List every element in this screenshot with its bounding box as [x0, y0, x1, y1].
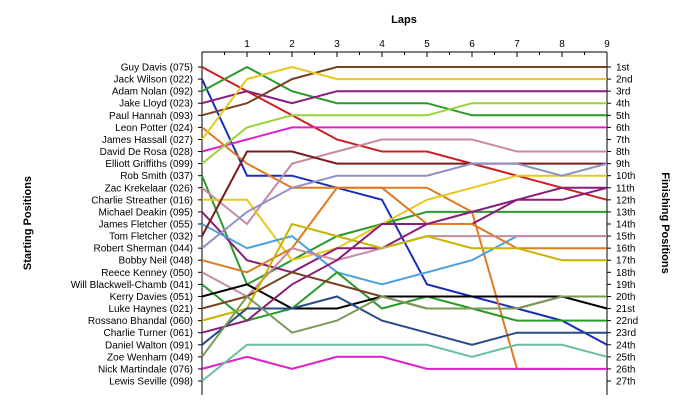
finishing-position-label: 1st — [616, 63, 630, 74]
starting-position-label: Leon Potter (024) — [115, 123, 193, 134]
finishing-position-label: 11th — [616, 183, 635, 194]
finishing-position-label: 18th — [616, 268, 635, 279]
series-line — [201, 66, 607, 117]
starting-position-label: Bobby Neil (048) — [119, 256, 193, 267]
lap-tick-label: 9 — [604, 39, 610, 50]
series-line — [201, 65, 607, 141]
finishing-position-label: 7th — [616, 135, 630, 146]
series-layer — [201, 65, 608, 382]
finishing-position-label: 4th — [616, 99, 630, 110]
series-line — [201, 102, 607, 165]
series-line — [202, 174, 607, 262]
starting-position-label: Lewis Seville (098) — [109, 377, 193, 388]
finishing-position-label: 17th — [616, 256, 635, 267]
series-line — [201, 355, 607, 370]
starting-position-label: Adam Nolan (092) — [112, 87, 193, 98]
finishing-position-label: 13th — [616, 207, 635, 218]
starting-position-labels: Guy Davis (075)Jack Wilson (022)Adam Nol… — [71, 63, 193, 388]
finishing-position-label: 2nd — [616, 75, 633, 86]
starting-position-label: James Hassall (027) — [102, 135, 193, 146]
finishing-position-label: 19th — [616, 280, 635, 291]
starting-position-label: Guy Davis (075) — [121, 63, 193, 74]
chart-title: Laps — [391, 14, 417, 26]
series-line — [201, 90, 607, 105]
finishing-position-label: 24th — [616, 340, 635, 351]
finishing-position-label: 21st — [616, 304, 635, 315]
starting-position-label: Charlie Turner (061) — [104, 328, 193, 339]
series-line — [201, 222, 607, 322]
series-line — [201, 66, 608, 201]
starting-position-label: Elliott Griffiths (099) — [105, 159, 193, 170]
finishing-position-label: 16th — [616, 244, 635, 255]
series-line — [201, 295, 607, 358]
finishing-position-label: 5th — [616, 111, 630, 122]
finishing-position-label: 27th — [616, 377, 635, 388]
finishing-position-label: 6th — [616, 123, 630, 134]
starting-position-label: Jake Lloyd (023) — [119, 99, 193, 110]
series-line — [201, 283, 608, 310]
starting-position-label: Rossano Bhandal (060) — [88, 316, 193, 327]
series-line — [201, 162, 608, 249]
finishing-position-label: 26th — [616, 364, 635, 375]
lap-tick-label: 5 — [424, 39, 430, 50]
lap-tick-labels: 1 2 3 4 5 6 7 8 9 — [224, 39, 610, 57]
starting-position-label: James Fletcher (055) — [99, 220, 193, 231]
series-line — [201, 65, 607, 117]
starting-position-label: Tom Fletcher (032) — [109, 232, 193, 243]
starting-position-label: Michael Deakin (095) — [99, 207, 194, 218]
starting-position-label: Jack Wilson (022) — [114, 75, 193, 86]
finishing-position-label: 12th — [616, 195, 635, 206]
series-line — [201, 295, 607, 346]
starting-position-label: Rob Smith (037) — [120, 171, 193, 182]
lap-tick-label: 2 — [289, 39, 295, 50]
finishing-position-labels: 1st2nd3rd4th5th6th7th8th9th10th11th12th1… — [616, 63, 638, 388]
finishing-position-label: 23rd — [616, 328, 636, 339]
series-line — [201, 150, 607, 237]
series-line — [201, 186, 607, 334]
finishing-position-label: 8th — [616, 147, 630, 158]
right-axis-title: Finishing Positions — [659, 172, 671, 273]
finishing-position-label: 9th — [616, 159, 630, 170]
finishing-position-label: 15th — [616, 232, 635, 243]
series-line — [201, 138, 607, 226]
starting-position-label: Nick Martindale (076) — [98, 364, 193, 375]
finishing-position-label: 3rd — [616, 87, 630, 98]
lap-tick-label: 6 — [469, 39, 475, 50]
starting-position-label: Will Blackwell-Chamb (041) — [71, 280, 193, 291]
finishing-position-label: 20th — [616, 292, 635, 303]
lap-tick-label: 8 — [559, 39, 565, 50]
finishing-position-label: 10th — [616, 171, 635, 182]
finishing-position-label: 25th — [616, 352, 635, 363]
finishing-position-label: 14th — [616, 220, 635, 231]
series-line — [201, 186, 608, 274]
lap-tick-label: 4 — [379, 39, 385, 50]
starting-position-label: Robert Sherman (044) — [94, 244, 194, 255]
series-line — [201, 126, 607, 153]
lap-tick-label: 7 — [514, 39, 520, 50]
starting-position-label: Paul Hannah (093) — [109, 111, 193, 122]
starting-position-label: Zac Krekelaar (026) — [105, 183, 193, 194]
starting-position-label: Luke Haynes (021) — [109, 304, 194, 315]
starting-position-label: Kerry Davies (051) — [110, 292, 193, 303]
series-line — [201, 186, 607, 274]
starting-position-label: Charlie Streather (016) — [91, 195, 193, 206]
lap-tick-label: 1 — [244, 39, 250, 50]
lap-tick-label: 3 — [334, 39, 340, 50]
left-axis-title: Starting Positions — [22, 176, 34, 270]
starting-position-label: Zoe Wenham (049) — [107, 352, 193, 363]
series-line — [201, 343, 608, 382]
starting-position-label: Reece Kenney (050) — [101, 268, 193, 279]
starting-position-label: David De Rosa (028) — [100, 147, 193, 158]
starting-position-label: Daniel Walton (091) — [105, 340, 193, 351]
finishing-position-label: 22nd — [616, 316, 638, 327]
